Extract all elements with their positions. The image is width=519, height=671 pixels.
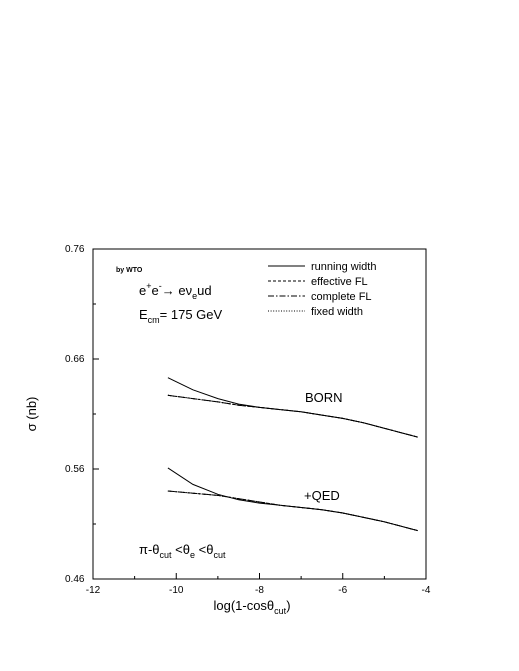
process-sup1: + [146,281,151,291]
x-axis-title: log(1-cosθcut) [213,598,290,616]
energy-e: E [139,307,148,322]
process-arrow: → eν [162,283,192,298]
series-line-dashdot [167,394,418,438]
x-axis-title-sub: cut [274,606,287,616]
author-tag: by WTO [116,267,143,274]
process-label: e+e-→ eνeud [139,281,212,301]
axis-ticks: -12 -10 -8 -6 -4 0.46 0.56 0.66 0.76 [65,244,431,596]
process-end: ud [197,283,211,298]
legend: running width effective FL complete FL fixe… [268,261,376,318]
x-tick-label: -8 [255,585,264,596]
cut-c: <θ [195,542,213,557]
cut-a-sub: cut [160,550,173,560]
series-line-dotted [167,394,418,438]
legend-label: running width [311,261,376,273]
energy-label: Ecm= 175 GeV [139,307,223,325]
series-line-dashed [167,394,418,438]
series-line-dashed [167,490,418,532]
curves [167,377,418,532]
cut-a: π-θ [139,542,160,557]
process-sup2: - [159,281,162,291]
energy-value: = 175 GeV [160,307,223,322]
born-label: BORN [305,390,343,405]
y-axis-title: σ (nb) [24,397,39,432]
x-tick-label: -10 [169,585,184,596]
legend-label: effective FL [311,276,368,288]
x-tick-label: -6 [338,585,347,596]
legend-label: complete FL [311,291,372,303]
process-sub: e [192,291,197,301]
x-tick-label: -12 [86,585,101,596]
series-line-solid [167,377,418,438]
x-tick-label: -4 [422,585,431,596]
energy-sub: cm [148,315,160,325]
process-e2: e [152,283,159,298]
series-line-solid [167,467,418,532]
process-e1: e [139,283,146,298]
y-tick-label: 0.46 [65,574,85,585]
cut-b-sub: e [190,550,195,560]
y-tick-label: 0.76 [65,244,85,255]
x-axis-title-close: ) [286,598,290,613]
series-line-dotted [167,490,418,532]
cut-c-sub: cut [213,550,226,560]
cut-b: <θ [172,542,190,557]
y-tick-label: 0.56 [65,464,85,475]
qed-label: +QED [304,488,340,503]
plot-frame [92,248,427,580]
x-axis-title-main: log(1-cosθ [213,598,274,613]
cut-condition: π-θcut <θe <θcut [139,542,226,560]
y-tick-label: 0.66 [65,354,85,365]
legend-label: fixed width [311,306,363,318]
series-line-dashdot [167,490,418,532]
